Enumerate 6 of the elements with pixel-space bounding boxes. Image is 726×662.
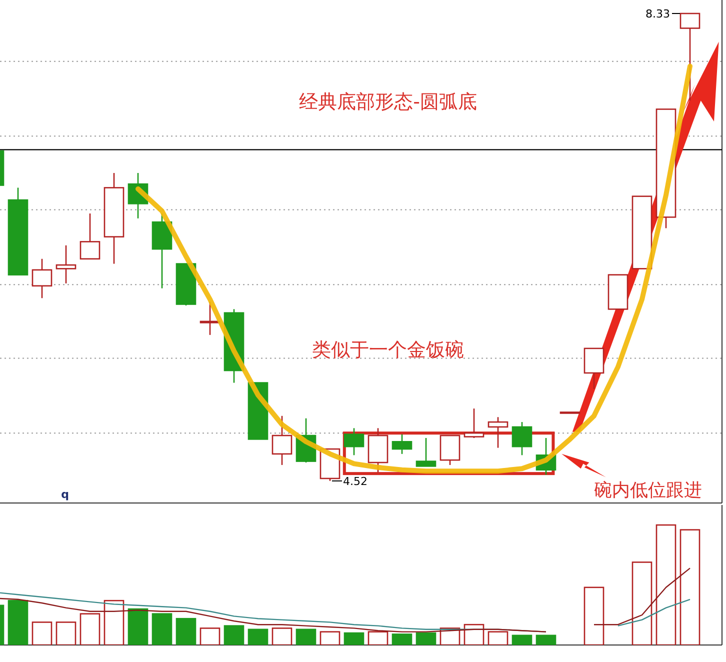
- annotation: 碗内低位跟进: [594, 480, 702, 501]
- annotation: 类似于一个金饭碗: [312, 339, 464, 361]
- annotation: q: [61, 488, 69, 501]
- text: 经典底部形态-圆弧底: [299, 91, 477, 113]
- annotation: 4.52: [343, 474, 368, 488]
- annotation: 8.33: [646, 7, 670, 20]
